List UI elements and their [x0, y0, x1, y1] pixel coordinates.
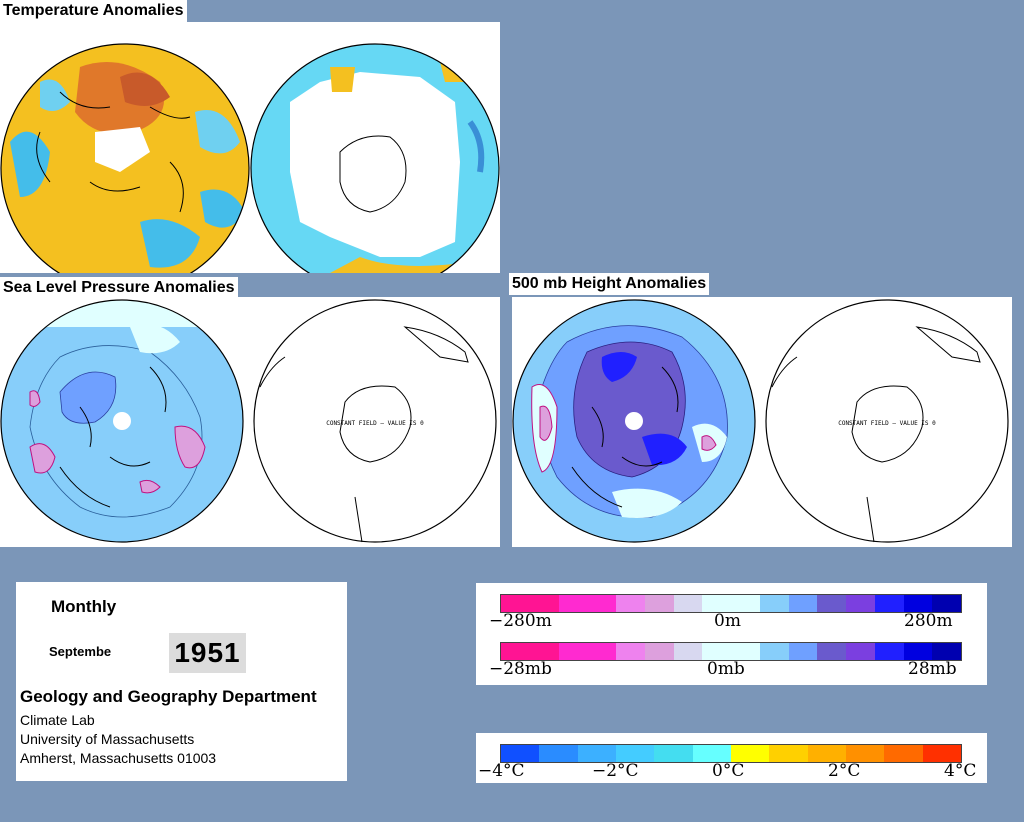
colorbar-swatch: [730, 745, 770, 762]
address-line: Amherst, Massachusetts 01003: [20, 750, 217, 766]
temp-legend-label: 4°C: [944, 761, 977, 781]
colorbar-swatch: [846, 595, 875, 612]
colorbar-swatch: [587, 595, 616, 612]
colorbar-swatch: [616, 595, 645, 612]
colorbar-swatch: [846, 643, 875, 660]
colorbar-swatch: [884, 745, 923, 762]
period-label: Monthly: [51, 597, 117, 616]
height500-south-hemisphere: CONSTANT FIELD – VALUE IS 0: [765, 299, 1009, 543]
height500-map-panel: CONSTANT FIELD – VALUE IS 0: [512, 297, 1012, 547]
colorbar-swatch: [539, 745, 578, 762]
colorbar-swatch: [587, 643, 616, 660]
colorbar-swatch: [501, 643, 530, 660]
colorbar-swatch: [673, 643, 703, 660]
colorbar-swatch: [845, 745, 885, 762]
height-legend-mid: 0m: [714, 611, 741, 631]
colorbar-swatch: [731, 643, 760, 660]
colorbar-swatch: [817, 595, 846, 612]
address-line: University of Massachusetts: [20, 731, 195, 747]
colorbar-swatch: [501, 595, 530, 612]
colorbar-swatch: [788, 595, 818, 612]
colorbar-swatch: [759, 595, 789, 612]
height-colorbar: [500, 594, 962, 613]
colorbar-swatch: [903, 595, 933, 612]
slp-south-hemisphere: CONSTANT FIELD – VALUE IS 0: [253, 299, 497, 543]
colorbar-swatch: [922, 745, 961, 762]
colorbar-swatch: [501, 745, 540, 762]
colorbar-swatch: [702, 595, 731, 612]
colorbar-swatch: [932, 595, 961, 612]
colorbar-swatch: [788, 643, 818, 660]
address-block: Climate Lab University of Massachusetts …: [20, 711, 216, 768]
slp-north-hemisphere: [1, 300, 243, 542]
anomaly-legend-box: −280m 0m 280m −28mb 0mb 28mb: [476, 583, 987, 685]
pressure-legend-max: 28mb: [908, 659, 957, 679]
colorbar-swatch: [769, 745, 808, 762]
temperature-title: Temperature Anomalies: [0, 0, 187, 22]
colorbar-swatch: [529, 595, 559, 612]
department-label: Geology and Geography Department: [20, 687, 317, 706]
year-label: 1951: [169, 633, 246, 673]
colorbar-swatch: [932, 643, 961, 660]
temp-legend-label: −2°C: [592, 761, 639, 781]
temperature-north-hemisphere: [1, 44, 249, 273]
colorbar-swatch: [673, 595, 703, 612]
height500-constant-field-label: CONSTANT FIELD – VALUE IS 0: [838, 420, 936, 427]
colorbar-swatch: [644, 595, 674, 612]
colorbar-swatch: [615, 745, 655, 762]
colorbar-swatch: [577, 745, 616, 762]
height-legend-min: −280m: [489, 611, 552, 631]
slp-map-panel: CONSTANT FIELD – VALUE IS 0: [0, 297, 500, 547]
pressure-legend-min: −28mb: [489, 659, 552, 679]
address-line: Climate Lab: [20, 712, 95, 728]
slp-constant-field-label: CONSTANT FIELD – VALUE IS 0: [326, 420, 424, 427]
month-label: Septembe: [49, 644, 112, 659]
pressure-legend-mid: 0mb: [707, 659, 745, 679]
height-legend-max: 280m: [904, 611, 953, 631]
slp-title: Sea Level Pressure Anomalies: [0, 277, 238, 299]
colorbar-swatch: [731, 595, 760, 612]
colorbar-swatch: [702, 643, 731, 660]
colorbar-swatch: [807, 745, 846, 762]
height500-north-hemisphere: [513, 300, 755, 542]
colorbar-swatch: [644, 643, 674, 660]
colorbar-swatch: [874, 643, 904, 660]
temperature-colorbar: [500, 744, 962, 763]
colorbar-swatch: [558, 595, 588, 612]
temp-legend-label: −4°C: [478, 761, 525, 781]
colorbar-swatch: [558, 643, 588, 660]
temp-legend-label: 0°C: [712, 761, 745, 781]
temperature-south-hemisphere: [251, 44, 499, 273]
colorbar-swatch: [817, 643, 846, 660]
colorbar-swatch: [692, 745, 731, 762]
colorbar-swatch: [759, 643, 789, 660]
info-box: Monthly Septembe 1951 Geology and Geogra…: [16, 582, 347, 781]
colorbar-swatch: [903, 643, 933, 660]
temp-legend-label: 2°C: [828, 761, 861, 781]
colorbar-swatch: [874, 595, 904, 612]
pressure-colorbar: [500, 642, 962, 661]
colorbar-swatch: [616, 643, 645, 660]
height500-title: 500 mb Height Anomalies: [509, 273, 710, 295]
colorbar-swatch: [529, 643, 559, 660]
temperature-map-panel: [0, 22, 500, 273]
colorbar-swatch: [654, 745, 693, 762]
temperature-legend-box: −4°C −2°C 0°C 2°C 4°C: [476, 733, 987, 783]
